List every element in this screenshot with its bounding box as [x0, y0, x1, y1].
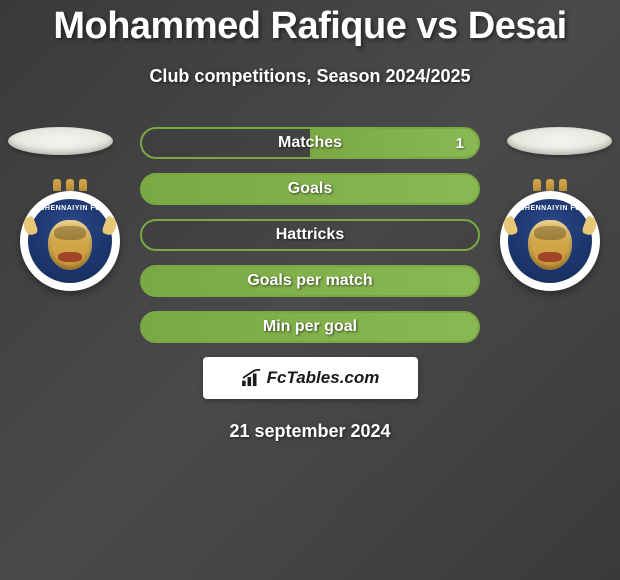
team-logo-left: CHENNAIYIN FC — [20, 181, 120, 293]
stat-label: Hattricks — [276, 226, 344, 244]
stat-label: Min per goal — [263, 318, 357, 336]
stat-label: Goals per match — [247, 272, 372, 290]
chart-icon — [241, 369, 263, 387]
branding-text: FcTables.com — [267, 368, 380, 388]
comparison-card: Mohammed Rafique vs Desai Club competiti… — [0, 0, 620, 442]
team-logo-right: CHENNAIYIN FC — [500, 181, 600, 293]
subtitle: Club competitions, Season 2024/2025 — [0, 66, 620, 87]
date-text: 21 september 2024 — [0, 421, 620, 442]
crest-text-left: CHENNAIYIN FC — [28, 205, 112, 212]
stat-label: Matches — [278, 134, 342, 152]
stats-list: Matches 1 Goals Hattricks Goals per match Min… — [140, 127, 480, 343]
stat-row: Goals per match — [140, 265, 480, 297]
stat-value-right: 1 — [456, 135, 464, 152]
stat-row: Hattricks — [140, 219, 480, 251]
player-ellipse-right — [507, 127, 612, 155]
stat-label: Goals — [288, 180, 332, 198]
crest-left: CHENNAIYIN FC — [20, 191, 120, 291]
branding-badge[interactable]: FcTables.com — [203, 357, 418, 399]
page-title: Mohammed Rafique vs Desai — [0, 5, 620, 48]
main-area: CHENNAIYIN FC CHENNAIYIN FC Matches 1 Goal… — [0, 127, 620, 442]
stat-row: Matches 1 — [140, 127, 480, 159]
stat-row: Min per goal — [140, 311, 480, 343]
crest-right: CHENNAIYIN FC — [500, 191, 600, 291]
player-ellipse-left — [8, 127, 113, 155]
crest-text-right: CHENNAIYIN FC — [508, 205, 592, 212]
stat-row: Goals — [140, 173, 480, 205]
